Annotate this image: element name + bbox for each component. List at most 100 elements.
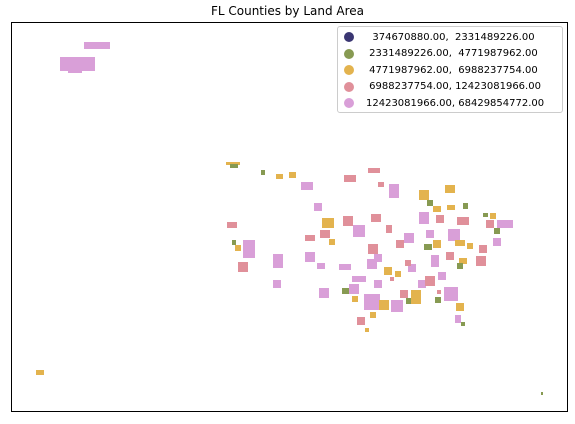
county-shape: [424, 244, 432, 250]
county-shape: [447, 205, 455, 210]
legend: 374670880.00, 2331489226.00 2331489226.0…: [337, 26, 563, 113]
county-shape: [455, 240, 465, 246]
county-shape: [479, 245, 487, 253]
county-shape: [227, 222, 237, 228]
county-shape: [408, 264, 416, 272]
county-shape: [437, 290, 441, 294]
county-shape: [68, 67, 82, 73]
county-shape: [390, 277, 394, 281]
county-shape: [445, 185, 455, 193]
county-shape: [305, 235, 315, 241]
county-shape: [317, 263, 325, 269]
county-shape: [490, 213, 496, 219]
county-shape: [391, 300, 403, 312]
county-shape: [384, 267, 392, 275]
county-shape: [273, 254, 283, 268]
county-shape: [305, 252, 315, 262]
county-shape: [329, 239, 335, 245]
legend-label: 6988237754.00, 12423081966.00: [366, 81, 541, 93]
county-shape: [238, 262, 248, 272]
county-shape: [419, 212, 429, 224]
county-shape: [370, 312, 376, 318]
county-shape: [319, 288, 329, 298]
county-shape: [349, 284, 359, 294]
county-shape: [461, 322, 465, 326]
county-shape: [411, 290, 421, 304]
map-title: FL Counties by Land Area: [210, 4, 365, 18]
county-shape: [276, 174, 283, 179]
county-shape: [235, 245, 241, 251]
legend-item: 6988237754.00, 12423081966.00: [344, 79, 556, 96]
county-shape: [374, 254, 382, 262]
county-shape: [436, 215, 444, 223]
county-shape: [386, 225, 392, 233]
county-shape: [446, 252, 454, 260]
county-shape: [486, 220, 494, 228]
county-shape: [406, 298, 412, 304]
county-shape: [438, 272, 446, 280]
county-shape: [378, 182, 384, 187]
legend-marker-icon: [344, 48, 354, 59]
county-shape: [425, 276, 435, 286]
county-shape: [365, 328, 369, 332]
county-shape: [433, 206, 441, 212]
county-shape: [322, 218, 334, 228]
county-shape: [433, 240, 441, 248]
county-shape: [261, 170, 265, 175]
legend-label: 4771987962.00, 6988237754.00: [366, 64, 538, 76]
county-shape: [456, 303, 464, 311]
county-shape: [463, 203, 468, 209]
county-shape: [353, 225, 365, 237]
county-shape: [435, 297, 441, 303]
county-shape: [541, 392, 543, 395]
county-shape: [339, 264, 351, 270]
county-shape: [467, 243, 473, 249]
county-shape: [493, 238, 501, 246]
county-shape: [226, 162, 240, 165]
county-shape: [243, 240, 255, 258]
county-shape: [455, 315, 461, 323]
legend-marker-icon: [344, 65, 354, 76]
county-shape: [483, 213, 488, 217]
county-shape: [289, 172, 296, 178]
county-shape: [352, 296, 358, 302]
legend-item: 4771987962.00, 6988237754.00: [344, 62, 556, 79]
county-shape: [357, 317, 365, 325]
county-shape: [352, 276, 366, 282]
county-shape: [497, 220, 513, 228]
county-shape: [444, 287, 458, 301]
legend-item: 374670880.00, 2331489226.00: [344, 29, 556, 46]
county-shape: [431, 255, 439, 267]
county-shape: [457, 263, 463, 269]
legend-item: 2331489226.00, 4771987962.00: [344, 46, 556, 63]
county-shape: [379, 300, 389, 310]
county-shape: [396, 240, 404, 248]
county-shape: [320, 230, 330, 238]
county-shape: [418, 280, 426, 288]
legend-label: 12423081966.00, 68429854772.00: [366, 97, 545, 109]
county-shape: [419, 190, 429, 200]
county-shape: [344, 175, 356, 182]
county-shape: [230, 164, 238, 168]
county-shape: [405, 260, 411, 266]
county-shape: [494, 228, 500, 234]
county-shape: [427, 200, 433, 206]
county-shape: [459, 258, 467, 264]
county-shape: [371, 214, 381, 222]
county-shape: [367, 259, 377, 269]
county-shape: [389, 184, 399, 198]
legend-marker-icon: [344, 81, 354, 92]
county-shape: [342, 288, 350, 294]
county-shape: [368, 244, 378, 254]
county-shape: [426, 230, 434, 238]
legend-marker-icon: [344, 98, 354, 109]
legend-label: 374670880.00, 2331489226.00: [366, 31, 535, 43]
county-shape: [476, 256, 486, 266]
legend-marker-icon: [344, 32, 354, 43]
county-shape: [368, 168, 380, 173]
county-shape: [301, 182, 313, 190]
legend-item: 12423081966.00, 68429854772.00: [344, 95, 556, 112]
county-shape: [273, 280, 281, 288]
county-shape: [404, 233, 414, 243]
